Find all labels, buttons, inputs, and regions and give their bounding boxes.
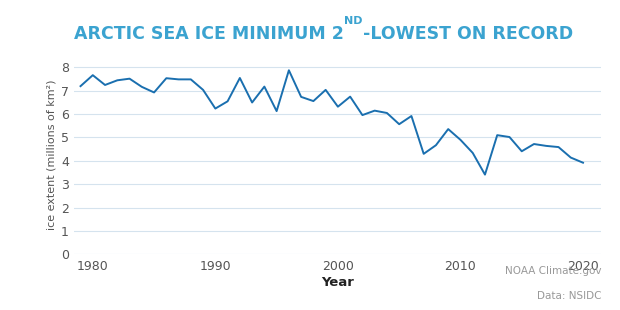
- Text: NOAA Climate.gov: NOAA Climate.gov: [505, 266, 601, 276]
- Text: Data: NSIDC: Data: NSIDC: [537, 291, 601, 301]
- X-axis label: Year: Year: [321, 276, 355, 289]
- Text: -LOWEST ON RECORD: -LOWEST ON RECORD: [363, 25, 573, 43]
- Text: ND: ND: [344, 16, 363, 26]
- Y-axis label: ice extent (millions of km²): ice extent (millions of km²): [46, 80, 56, 230]
- Text: ARCTIC SEA ICE MINIMUM 2: ARCTIC SEA ICE MINIMUM 2: [74, 25, 344, 43]
